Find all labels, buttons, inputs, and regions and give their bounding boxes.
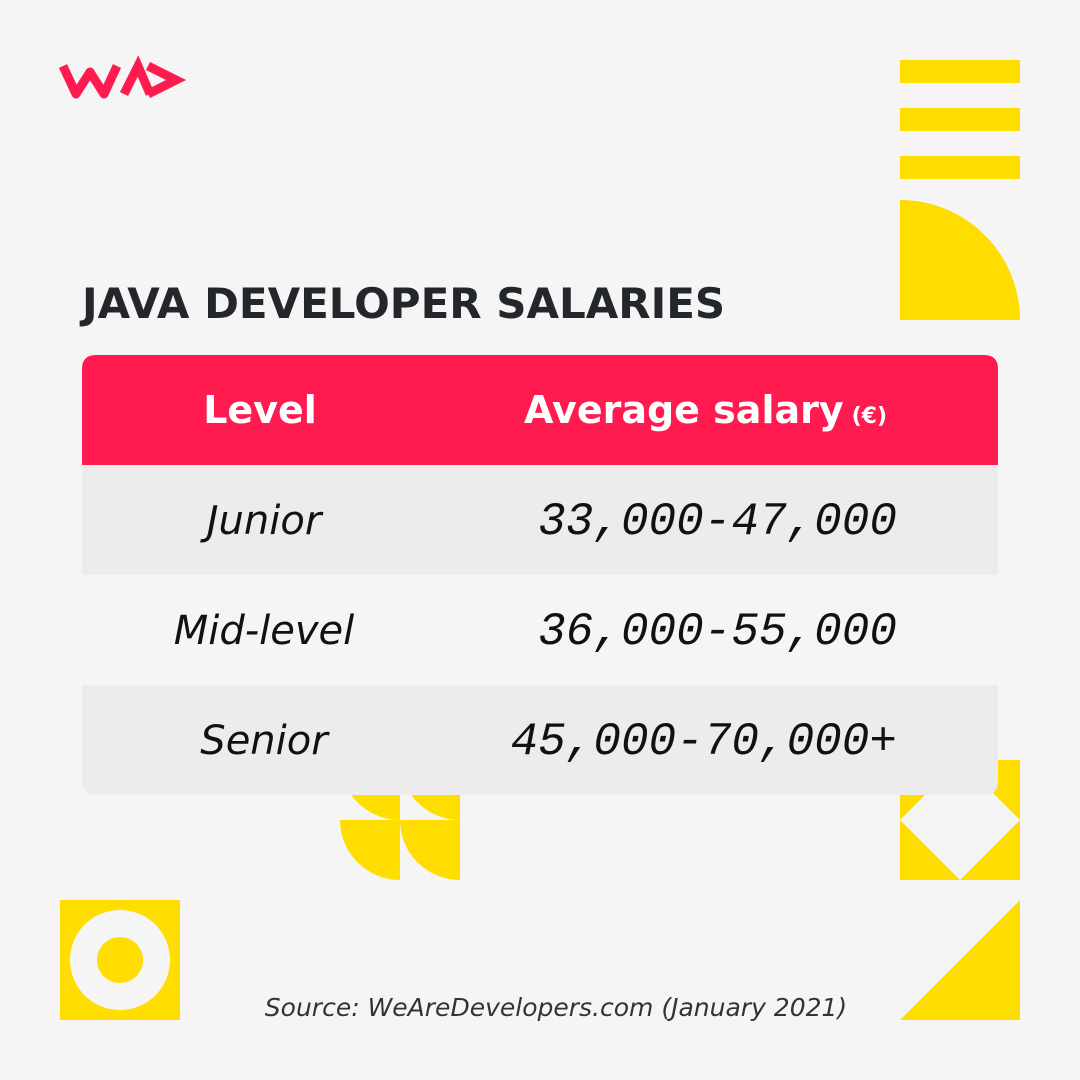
table-row [82,575,998,685]
logo [58,64,122,99]
level-cell: Senior [200,718,330,764]
header-salary: Average salary (€) [524,388,887,432]
table-row [82,465,998,575]
table-header [82,355,998,465]
header-level: Level [203,388,317,432]
salary-cell: 36,000-55,000 [538,606,897,658]
header-salary-text: Average salary [524,388,844,432]
salary-cell: 33,000-47,000 [538,496,897,548]
level-cell: Junior [200,498,324,544]
header-unit: (€) [852,404,887,429]
level-cell: Mid-level [174,608,355,654]
table-body: Junior 33,000-47,000 Mid-level 36,000-55,00… [174,496,897,768]
table-row [82,685,998,795]
salary-cell: 45,000-70,000+ [511,716,897,768]
logo [145,61,187,99]
title: JAVA DEVELOPER SALARIES [79,279,725,328]
logo [119,55,155,97]
source: Source: WeAreDevelopers.com (January 202… [265,993,847,1022]
